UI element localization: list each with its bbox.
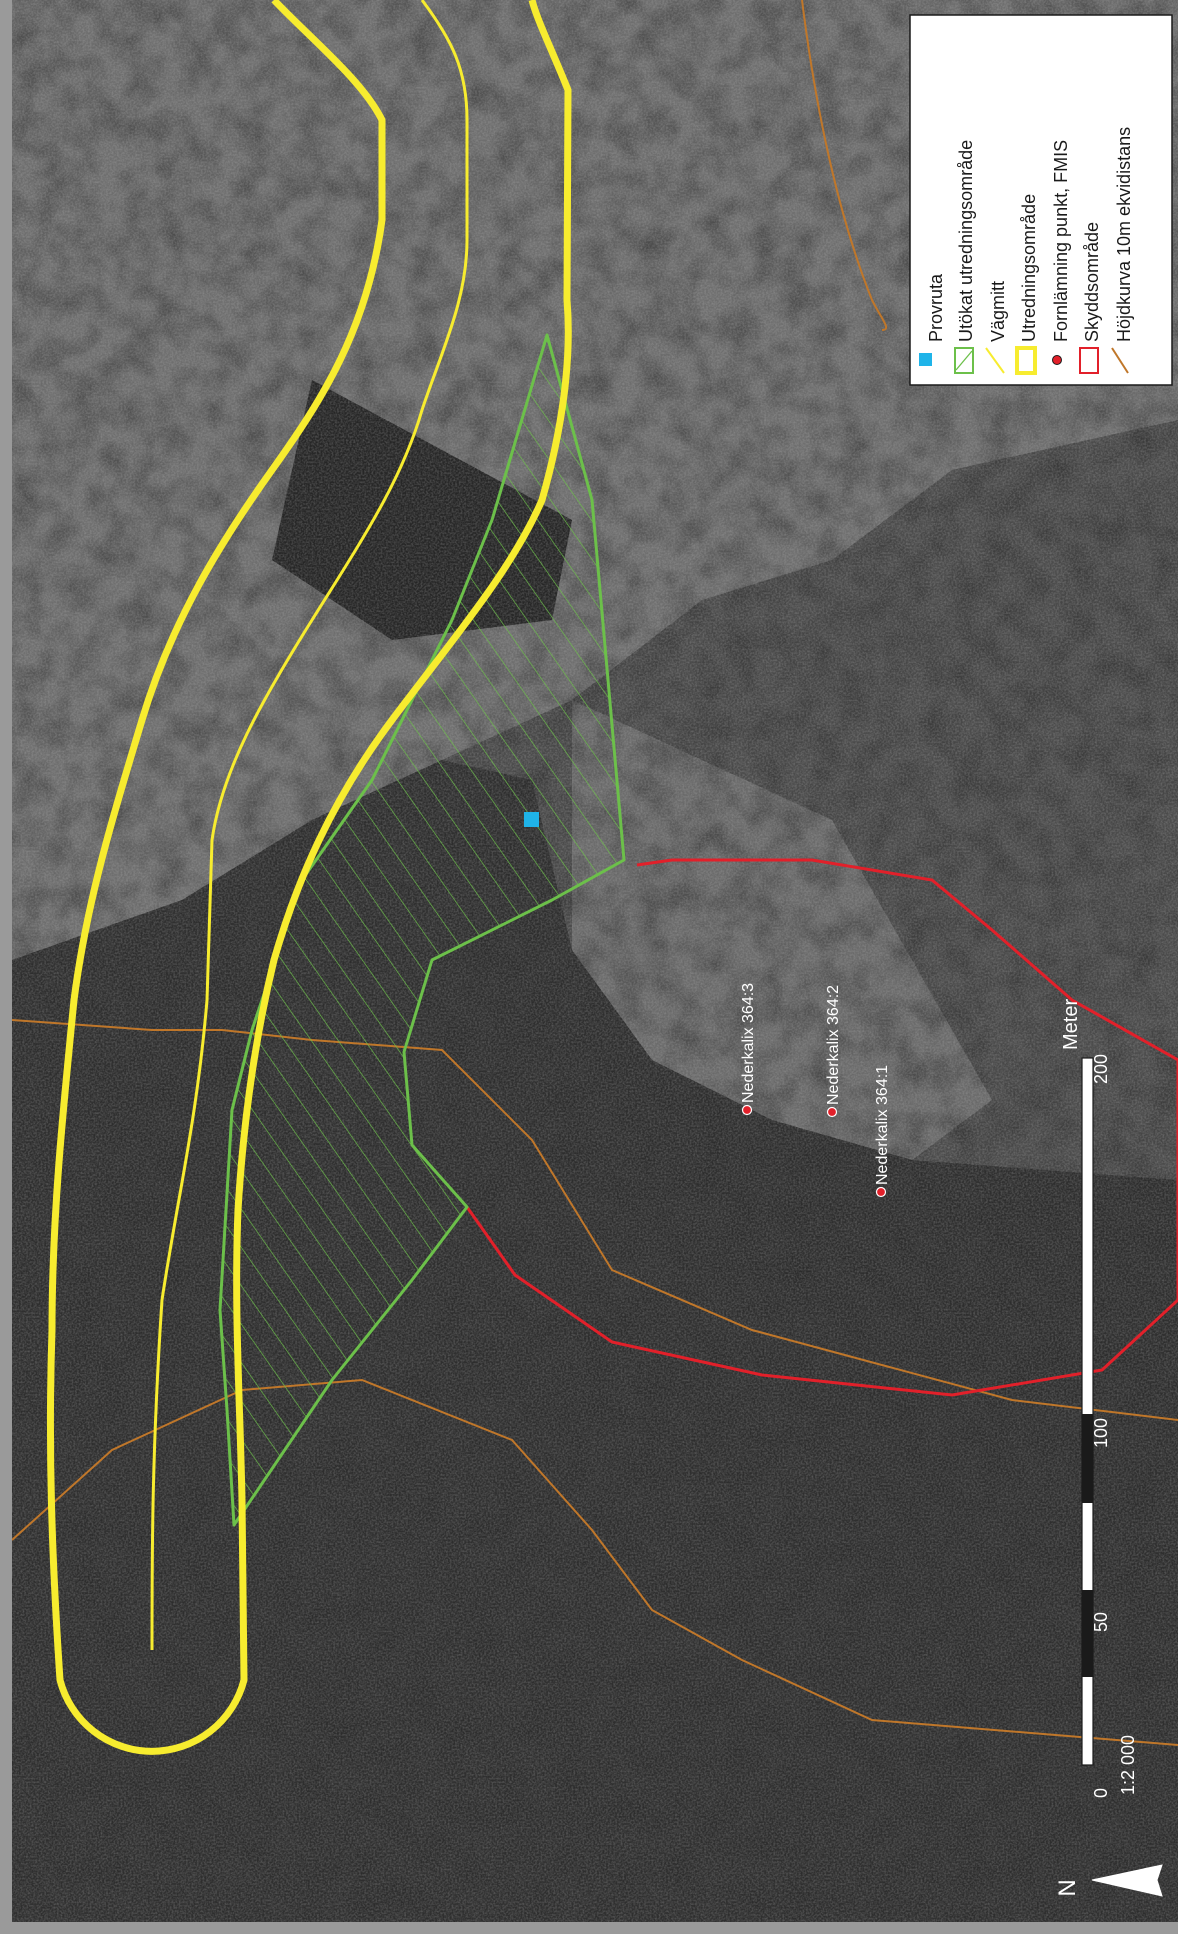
- site-label: Nederkalix 364:2: [825, 985, 842, 1105]
- legend-hatch-icon: [954, 347, 974, 374]
- legend-label-utokat: Utökat utredningsområde: [956, 140, 976, 342]
- site-nederkalix-364-3: Nederkalix 364:3: [740, 983, 757, 1116]
- legend-box: [909, 14, 1173, 386]
- legend-label-skyddsomrade: Skyddsområde: [1082, 222, 1102, 342]
- legend-label-hojdkurva: Höjdkurva 10m ekvidistans: [1114, 127, 1134, 342]
- scale-tick-200: 200: [1091, 1054, 1111, 1084]
- scale-bar-segment: [1082, 1414, 1093, 1503]
- legend-road-line-icon: [985, 347, 1005, 374]
- site-nederkalix-364-2: Nederkalix 364:2: [825, 985, 842, 1118]
- contour-lines: [12, 0, 1178, 1746]
- legend-contour-line-icon: [1111, 347, 1129, 374]
- contour-line-1: [801, 0, 888, 331]
- map: Nederkalix 364:3 Nederkalix 364:2 Nederk…: [12, 0, 1178, 1922]
- scale-bar-outline: [1081, 1057, 1094, 1766]
- north-arrow: N: [1054, 1864, 1163, 1897]
- sample-square: [524, 812, 539, 827]
- legend-area-outline-icon: [1015, 346, 1037, 375]
- legend-site-dot-icon: [1052, 355, 1062, 365]
- site-nederkalix-364-1: Nederkalix 364:1: [874, 1065, 891, 1198]
- road-centerline: [150, 0, 469, 1651]
- site-label: Nederkalix 364:1: [874, 1065, 891, 1185]
- site-dot: [875, 1186, 887, 1198]
- north-arrow-icon: [1091, 1864, 1163, 1897]
- north-label: N: [1054, 1879, 1081, 1896]
- scale-bar-segment: [1082, 1590, 1093, 1677]
- scale-bar: 0 50 100 200 Meter 1:2 000: [1060, 999, 1138, 1798]
- protection-zone: [465, 858, 1178, 1397]
- contour-line-3: [12, 1378, 1178, 1746]
- scale-unit: Meter: [1060, 999, 1082, 1050]
- site-dot: [826, 1106, 838, 1118]
- legend-label-fornlamning: Fornlämning punkt, FMIS: [1051, 140, 1071, 342]
- legend: Provruta Utökat utredningsområde Vägmitt…: [909, 14, 1173, 386]
- legend-label-provruta: Provruta: [926, 273, 946, 342]
- scale-tick-50: 50: [1091, 1612, 1111, 1632]
- investigation-area: [46, 0, 572, 1755]
- extended-investigation-area: [218, 333, 626, 1527]
- scale-tick-100: 100: [1091, 1418, 1111, 1448]
- scale-tick-0: 0: [1091, 1788, 1111, 1798]
- legend-square-icon: [919, 353, 932, 366]
- contour-line-2: [12, 1019, 1178, 1421]
- scale-ratio: 1:2 000: [1118, 1735, 1138, 1795]
- site-label: Nederkalix 364:3: [740, 983, 757, 1103]
- legend-protection-outline-icon: [1079, 347, 1099, 374]
- site-dot: [741, 1104, 753, 1116]
- legend-label-utredningsomrade: Utredningsområde: [1019, 194, 1039, 342]
- legend-label-vagmitt: Vägmitt: [988, 281, 1008, 342]
